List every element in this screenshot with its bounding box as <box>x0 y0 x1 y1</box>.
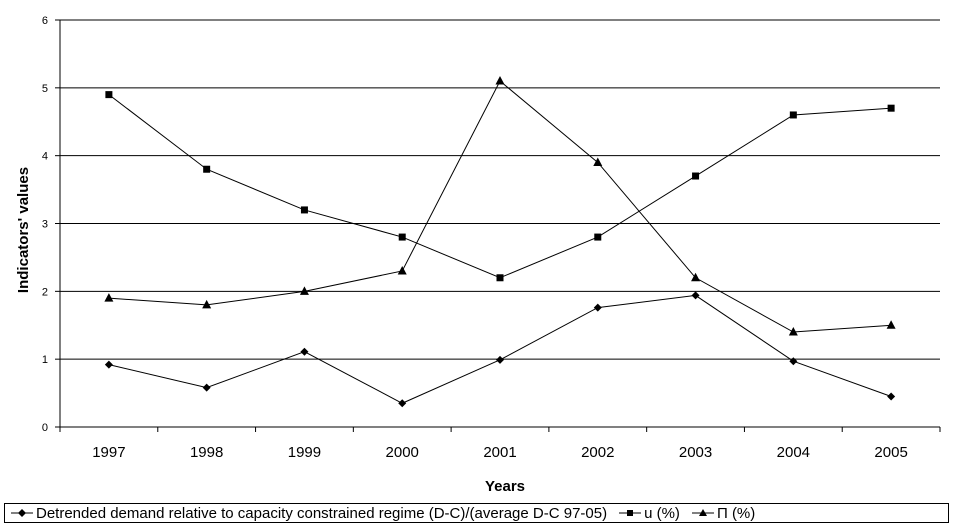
x-tick-labels: 1997 1998 1999 2000 2001 2002 2003 2004 2005 <box>92 444 908 461</box>
data-point <box>104 293 114 302</box>
data-point <box>691 291 700 300</box>
y-tick-label: 5 <box>42 83 48 95</box>
data-point <box>788 327 798 336</box>
x-tick-label: 2003 <box>679 444 712 461</box>
legend-item-u: u (%) <box>619 505 680 522</box>
series-0 <box>104 291 896 408</box>
data-point <box>300 347 309 356</box>
series-group <box>104 76 896 408</box>
legend-label-pi: Π (%) <box>716 504 756 522</box>
data-point <box>593 157 603 166</box>
x-tick-label: 2002 <box>581 444 614 461</box>
data-point <box>692 172 700 180</box>
legend-item-demand: Detrended demand relative to capacity co… <box>11 505 607 522</box>
data-point <box>398 233 406 241</box>
data-point <box>495 76 505 85</box>
y-tick-label: 6 <box>42 15 48 27</box>
legend: Detrended demand relative to capacity co… <box>4 503 949 523</box>
diamond-marker-icon <box>11 509 33 517</box>
data-point <box>299 286 309 295</box>
x-tick-label: 2004 <box>777 444 810 461</box>
data-point <box>691 272 701 282</box>
x-tick-label: 2001 <box>483 444 516 461</box>
data-point <box>496 355 504 364</box>
gridlines <box>60 19 940 360</box>
data-point <box>593 303 602 312</box>
triangle-marker-icon <box>691 509 714 516</box>
data-point <box>789 111 797 119</box>
y-tick-label: 2 <box>42 286 48 298</box>
series-line <box>108 294 892 404</box>
data-point <box>202 299 212 309</box>
series-2 <box>104 76 896 336</box>
y-tick-labels: 0 1 2 3 4 5 6 <box>42 15 48 434</box>
data-point <box>397 265 407 275</box>
data-point <box>398 399 407 408</box>
y-axis-label: Indicators' values <box>15 167 32 293</box>
series-line <box>108 94 892 279</box>
data-point <box>105 91 113 99</box>
legend-item-pi: Π (%) <box>691 504 756 522</box>
data-point <box>496 274 504 282</box>
x-tick-label: 2005 <box>874 444 907 461</box>
square-marker-icon <box>619 510 642 516</box>
legend-label-u: u (%) <box>644 504 680 522</box>
x-tick-label: 2000 <box>386 444 419 461</box>
x-tick-label: 1999 <box>288 444 321 461</box>
data-point <box>886 320 896 329</box>
x-tick-label: 1997 <box>92 444 125 461</box>
series-line <box>108 80 892 333</box>
y-tick-label: 3 <box>42 219 48 231</box>
data-point <box>789 357 798 366</box>
data-point <box>203 165 211 173</box>
line-chart: 0 1 2 3 4 5 6 1997 1998 1999 2000 2001 2002 2003 2004… <box>15 15 941 495</box>
data-point <box>300 206 308 214</box>
legend-label-demand: Detrended demand relative to capacity co… <box>36 504 608 522</box>
data-point <box>202 383 211 392</box>
data-point <box>887 104 895 112</box>
x-tick-label: 1998 <box>190 444 223 461</box>
data-point <box>887 392 896 401</box>
axes <box>55 19 941 432</box>
data-point <box>594 233 602 241</box>
y-tick-label: 1 <box>42 354 48 366</box>
series-1 <box>105 91 895 282</box>
data-point <box>104 360 113 369</box>
y-tick-label: 4 <box>42 151 48 163</box>
y-tick-label: 0 <box>42 422 48 434</box>
x-axis-label: Years <box>485 478 525 495</box>
